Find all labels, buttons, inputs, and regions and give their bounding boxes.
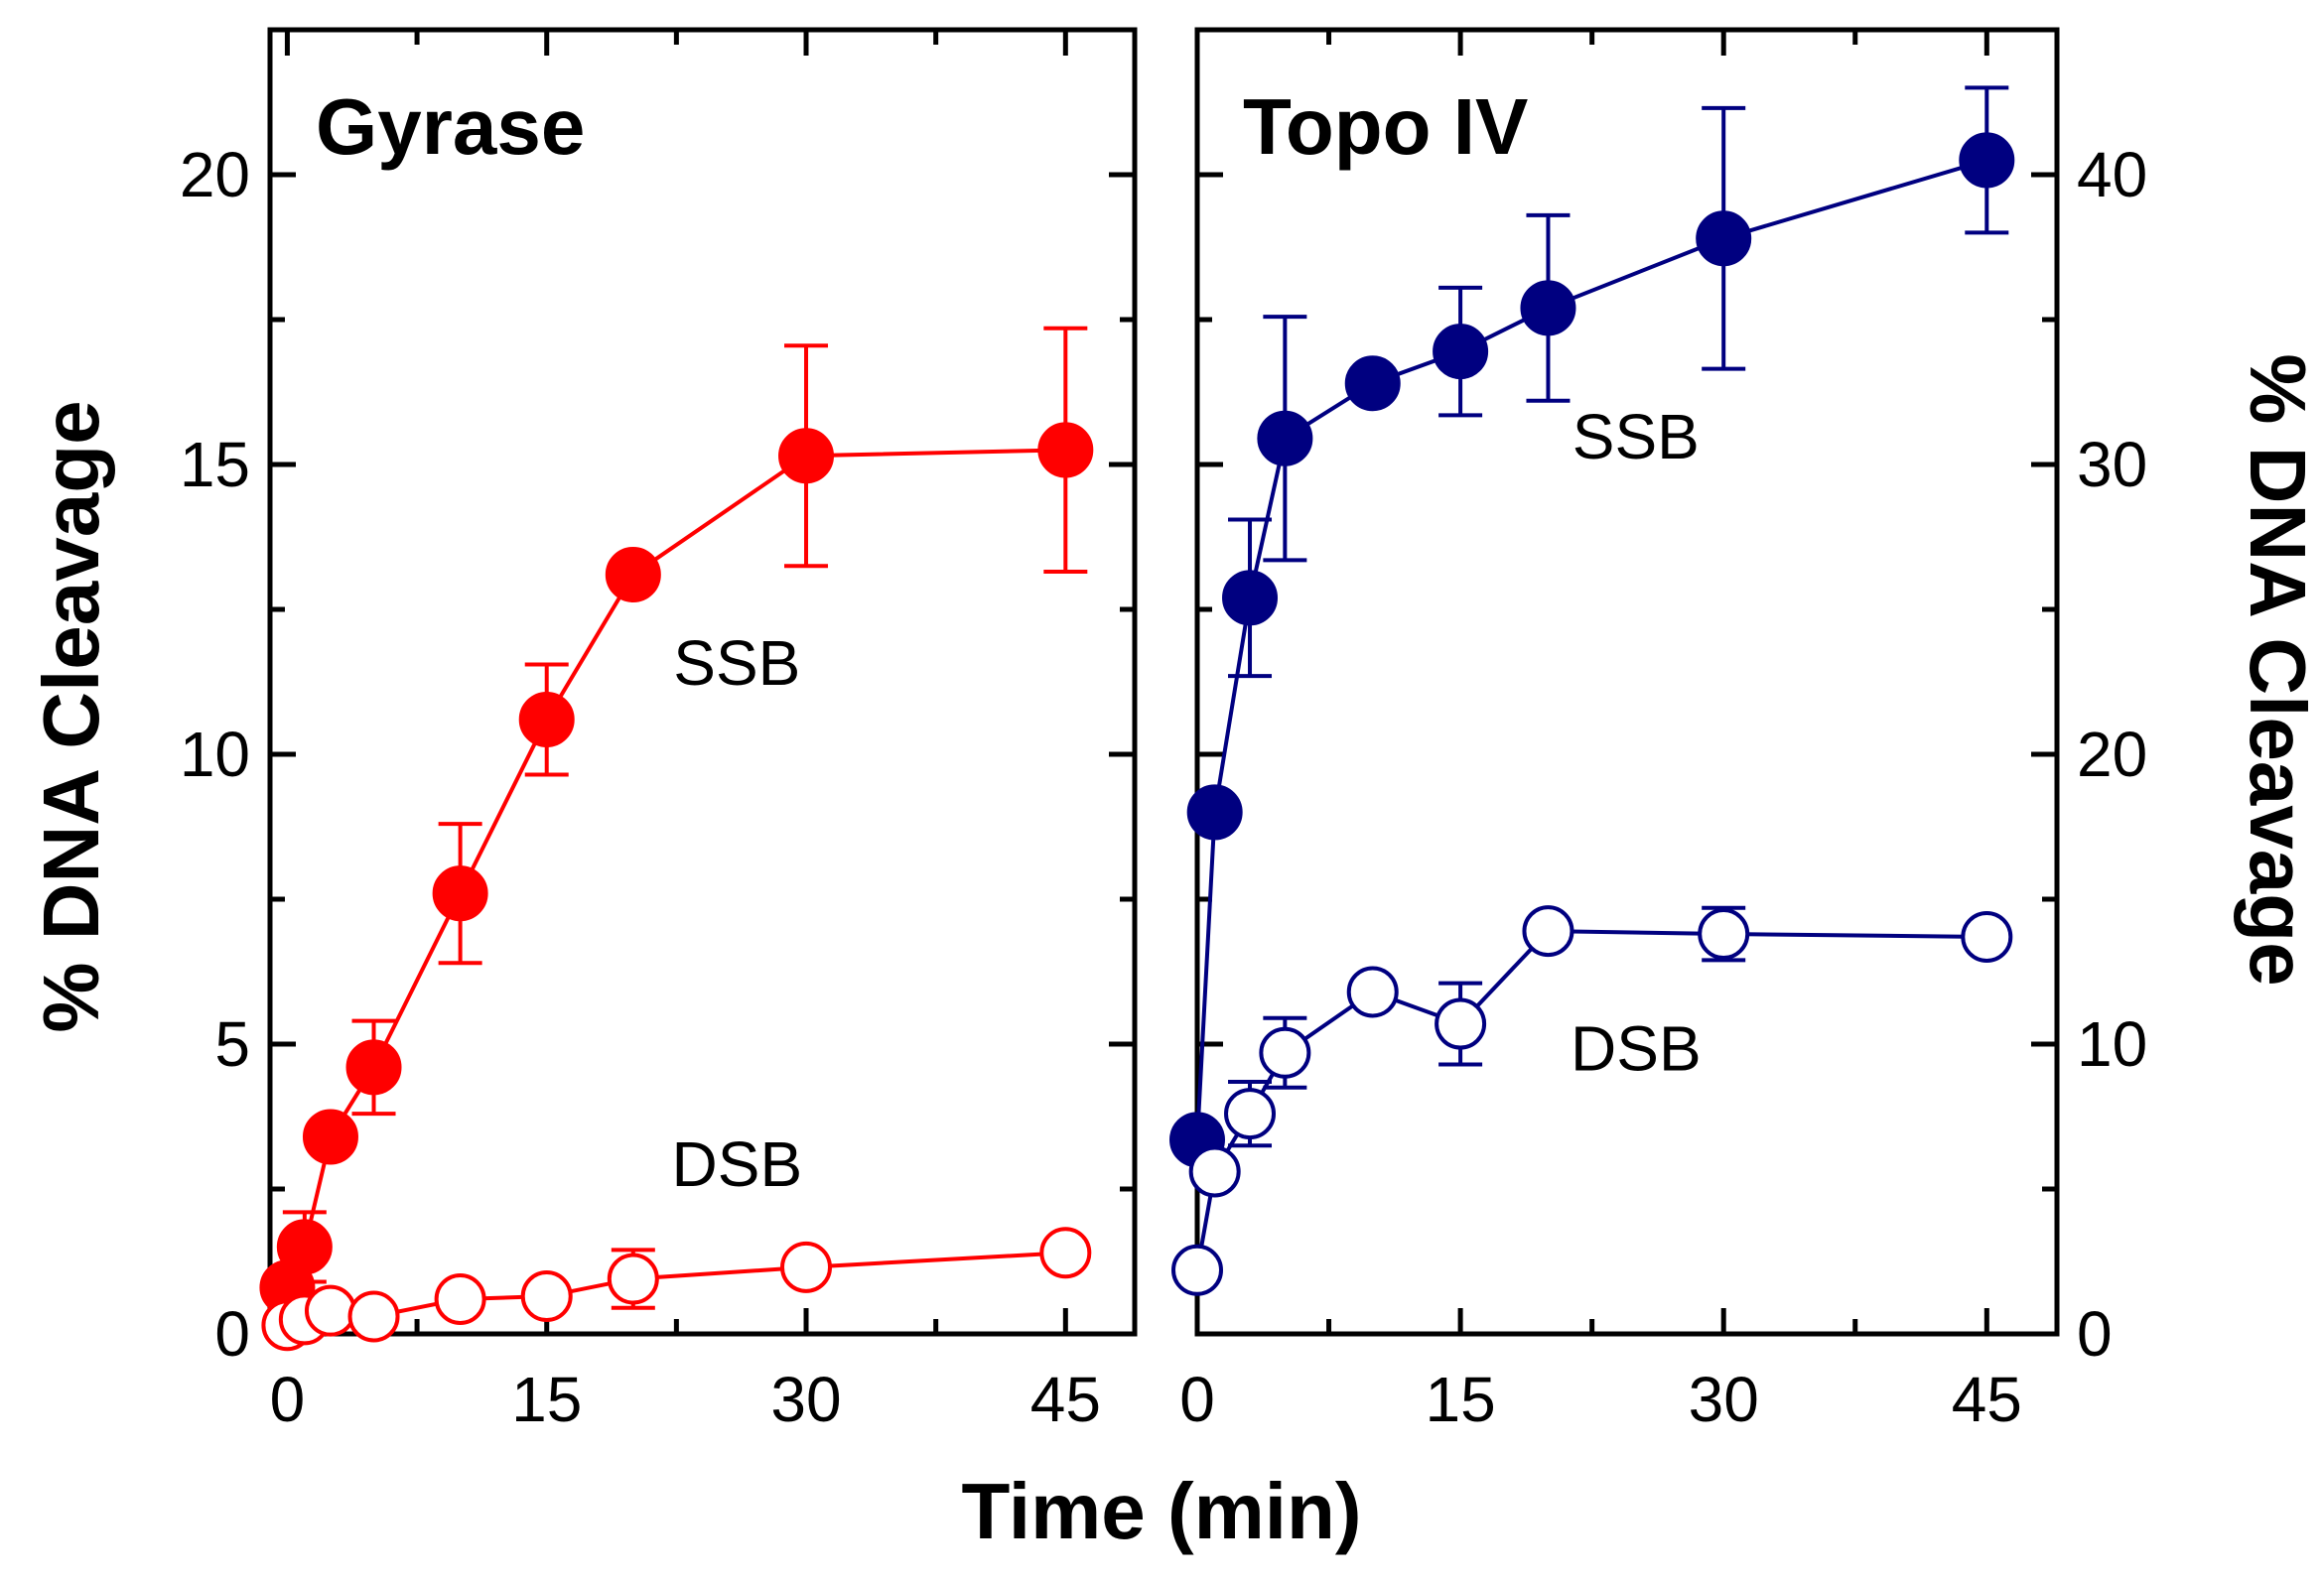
data-point-dsb [1039,1227,1092,1279]
x-tick-label: 45 [1952,1364,2022,1435]
x-tick-label: 15 [1426,1364,1496,1435]
data-point-ssb [302,1109,358,1165]
series-label-dsb: DSB [672,1128,803,1200]
data-point-ssb [1696,210,1752,267]
gyrase-panel: 0 15 30 45 0 5 10 15 20 Gyrase SSB DSB [180,27,1138,1435]
data-point-dsb [1224,1088,1277,1140]
x-tick-label: 15 [511,1364,582,1435]
data-point-dsb [347,1290,400,1343]
data-point-dsb [1171,1244,1223,1296]
y-tick-label: 40 [2077,139,2147,210]
panel-title: Gyrase [316,82,585,171]
data-point-dsb [1698,908,1750,961]
y-tick-label: 0 [214,1298,250,1370]
y-tick-label: 30 [2077,429,2147,500]
data-point-dsb [520,1270,573,1323]
y-tick-label: 10 [180,719,250,790]
plot-frame [1194,27,2060,1337]
y-tick-label: 10 [2077,1008,2147,1080]
series-label-ssb: SSB [1572,401,1700,472]
data-point-ssb [276,1219,333,1275]
data-point-dsb [304,1284,356,1337]
data-point-ssb [1186,784,1243,841]
series-label-ssb: SSB [673,627,800,699]
y-tick-label: 5 [214,1008,250,1080]
data-point-dsb [1259,1026,1311,1079]
data-point-ssb [1520,280,1576,336]
y-tick-label: 15 [180,429,250,500]
data-point-dsb [1435,997,1487,1050]
x-tick-label: 30 [1689,1364,1759,1435]
x-axis-title: Time (min) [961,1467,1361,1555]
panel-title: Topo IV [1243,82,1528,171]
topo-iv-panel: 0 15 30 45 0 10 20 30 40 Topo IV SSB DSB [1169,27,2147,1435]
y-tick-label: 20 [2077,719,2147,790]
series-line-dsb [1195,929,1987,1271]
data-point-ssb [605,546,661,602]
data-point-ssb [432,865,488,922]
data-point-ssb [518,691,575,747]
series-line-dsb [286,1251,1066,1328]
data-point-ssb [345,1039,402,1096]
x-tick-label: 30 [770,1364,841,1435]
x-tick-label: 45 [1030,1364,1101,1435]
data-point-dsb [607,1253,659,1305]
data-point-ssb [778,428,835,484]
y-tick-label: 20 [180,139,250,210]
plot-frame [267,27,1138,1337]
series-line-ssb [1195,158,1987,1140]
data-point-dsb [1522,905,1574,958]
data-point-ssb [1344,355,1401,412]
data-point-dsb [1961,910,2013,963]
data-point-ssb [1037,422,1094,478]
data-point-dsb [1346,966,1399,1018]
data-point-ssb [1257,410,1313,466]
series-label-dsb: DSB [1571,1012,1702,1084]
data-point-ssb [1222,570,1279,626]
data-point-ssb [1433,324,1489,380]
data-point-dsb [1188,1145,1241,1198]
y-tick-label: 0 [2077,1298,2113,1370]
data-point-dsb [780,1241,833,1293]
y-axis-title-right: % DNA Cleavage [2234,353,2322,986]
y-axis-title-left: % DNA Cleavage [27,400,115,1032]
x-tick-label: 0 [1179,1364,1215,1435]
data-point-dsb [434,1272,486,1325]
data-point-ssb [1959,132,2015,189]
x-tick-label: 0 [270,1364,306,1435]
